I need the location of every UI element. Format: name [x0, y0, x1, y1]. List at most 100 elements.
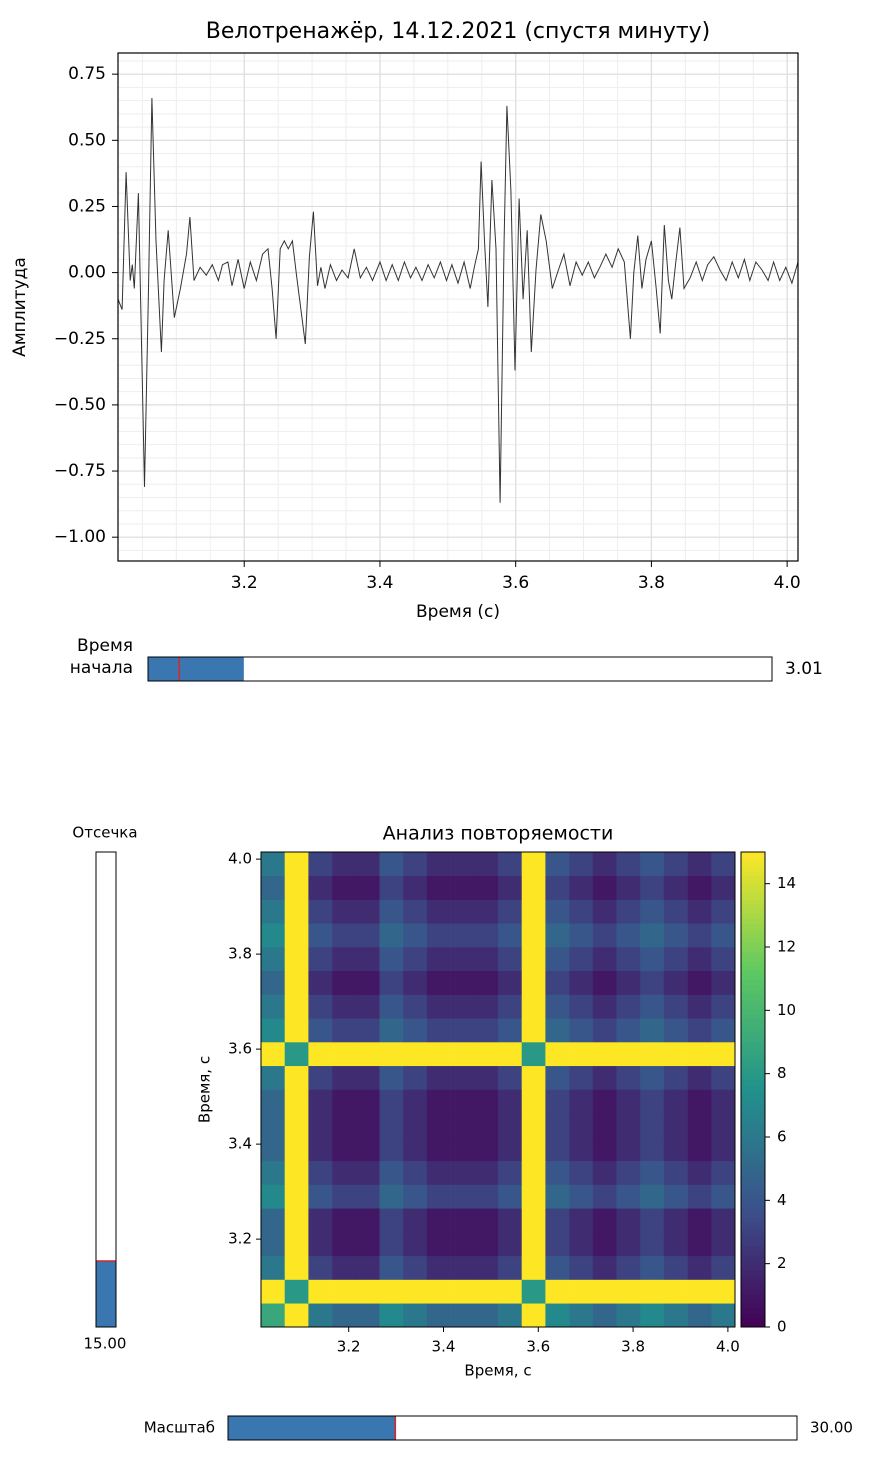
- heatmap-cell: [640, 1184, 665, 1209]
- heatmap-cell: [616, 1042, 641, 1067]
- heatmap-cell: [403, 1184, 428, 1209]
- heatmap-cell: [284, 1137, 309, 1162]
- heatmap-cell: [450, 1279, 475, 1304]
- heatmap-cell: [284, 1042, 309, 1067]
- heatmap-cell: [355, 970, 380, 995]
- heatmap-cell: [711, 899, 736, 924]
- heatmap-cell: [711, 852, 736, 877]
- heatmap-cell: [592, 1137, 617, 1162]
- heatmap-cell: [592, 1232, 617, 1257]
- heatmap-cell: [450, 1160, 475, 1185]
- colorbar-step: [741, 861, 765, 867]
- heatmap-cell: [663, 1137, 688, 1162]
- heatmap-cell: [498, 1160, 522, 1185]
- y-tick-label: 0.00: [68, 263, 106, 283]
- heatmap-cell: [355, 1232, 380, 1257]
- heatmap-cell: [640, 923, 665, 948]
- colorbar-step: [741, 1231, 765, 1238]
- heatmap-cell: [474, 1184, 499, 1209]
- colorbar-step: [741, 1279, 765, 1285]
- heatmap-cell: [545, 923, 570, 948]
- colorbar-step: [741, 1155, 765, 1162]
- heatmap-cell: [426, 899, 451, 924]
- heatmap-cell: [687, 1137, 712, 1162]
- colorbar-step: [741, 1017, 765, 1024]
- heatmap-cell: [284, 947, 309, 972]
- heatmap-cell: [663, 875, 688, 900]
- heatmap-cell: [308, 947, 333, 972]
- heatmap-cell: [521, 1042, 546, 1067]
- heatmap-cell: [474, 1089, 499, 1114]
- x-tick-label: 3.2: [337, 1338, 361, 1356]
- heatmap-cell: [498, 1232, 522, 1257]
- heatmap-cell: [474, 1042, 499, 1067]
- heatmap-cell: [592, 970, 617, 995]
- heatmap-cell: [640, 1208, 665, 1233]
- slider-label: Отсечка: [72, 824, 137, 842]
- colorbar-step: [741, 1217, 765, 1223]
- y-tick-label: 3.4: [228, 1135, 252, 1153]
- heatmap-cell: [687, 1232, 712, 1257]
- colorbar-step: [741, 1241, 765, 1247]
- heatmap-cell: [403, 1303, 428, 1328]
- y-tick-label: 3.2: [228, 1230, 252, 1248]
- colorbar-step: [741, 1060, 765, 1067]
- colorbar-step: [741, 965, 765, 972]
- heatmap-cell: [640, 970, 665, 995]
- heatmap-cell: [332, 994, 357, 1019]
- heatmap-cell: [640, 1137, 665, 1162]
- colorbar-step: [741, 1226, 765, 1233]
- heatmap-cell: [687, 1042, 712, 1067]
- heatmap-cell: [521, 1255, 546, 1280]
- slider-fill[interactable]: [228, 1416, 396, 1440]
- slider-fill[interactable]: [96, 1261, 116, 1327]
- plot-frame: [117, 52, 799, 562]
- heatmap-cell: [545, 1208, 570, 1233]
- colorbar-tick-label: 8: [777, 1064, 787, 1082]
- heatmap-cell: [474, 1255, 499, 1280]
- heatmap-cell: [403, 994, 428, 1019]
- heatmap-cell: [355, 1184, 380, 1209]
- chart-title: Анализ повторяемости: [383, 823, 614, 845]
- heatmap-cell: [308, 1113, 333, 1138]
- colorbar-frame: [740, 851, 766, 1328]
- heatmap-cell: [379, 923, 404, 948]
- heatmap-cell: [403, 947, 428, 972]
- colorbar-step: [741, 946, 765, 953]
- colorbar-step: [741, 1112, 765, 1119]
- heatmap-cell: [426, 1160, 451, 1185]
- heatmap-cell: [284, 1113, 309, 1138]
- heatmap-cell: [284, 1018, 309, 1043]
- heatmap-cell: [450, 1184, 475, 1209]
- slider-fill[interactable]: [148, 657, 244, 681]
- heatmap-cell: [569, 947, 594, 972]
- heatmap-cell: [308, 994, 333, 1019]
- heatmap-cell: [403, 875, 428, 900]
- heatmap-cell: [640, 947, 665, 972]
- colorbar-step: [741, 1008, 765, 1014]
- colorbar-step: [741, 1212, 765, 1219]
- heatmap-cell: [379, 1089, 404, 1114]
- colorbar-step: [741, 1084, 765, 1090]
- heatmap-cell: [426, 1303, 451, 1328]
- colorbar-step: [741, 1108, 765, 1114]
- heatmap-cell: [616, 1303, 641, 1328]
- heatmap-cell: [498, 1065, 522, 1090]
- heatmap-cell: [308, 1018, 333, 1043]
- colorbar-step: [741, 865, 765, 872]
- heatmap-cell: [616, 875, 641, 900]
- heatmap-cell: [687, 1279, 712, 1304]
- heatmap-cell: [426, 1255, 451, 1280]
- heatmap-cell: [474, 1232, 499, 1257]
- heatmap-cell: [379, 1232, 404, 1257]
- colorbar-step: [741, 1032, 765, 1038]
- heatmap-cell: [545, 1137, 570, 1162]
- heatmap-cell: [711, 1089, 736, 1114]
- heatmap-cell: [284, 970, 309, 995]
- heatmap-cell: [498, 947, 522, 972]
- heatmap-cell: [663, 1113, 688, 1138]
- colorbar-step: [741, 970, 765, 976]
- heatmap-cell: [569, 1255, 594, 1280]
- heatmap-cell: [450, 1065, 475, 1090]
